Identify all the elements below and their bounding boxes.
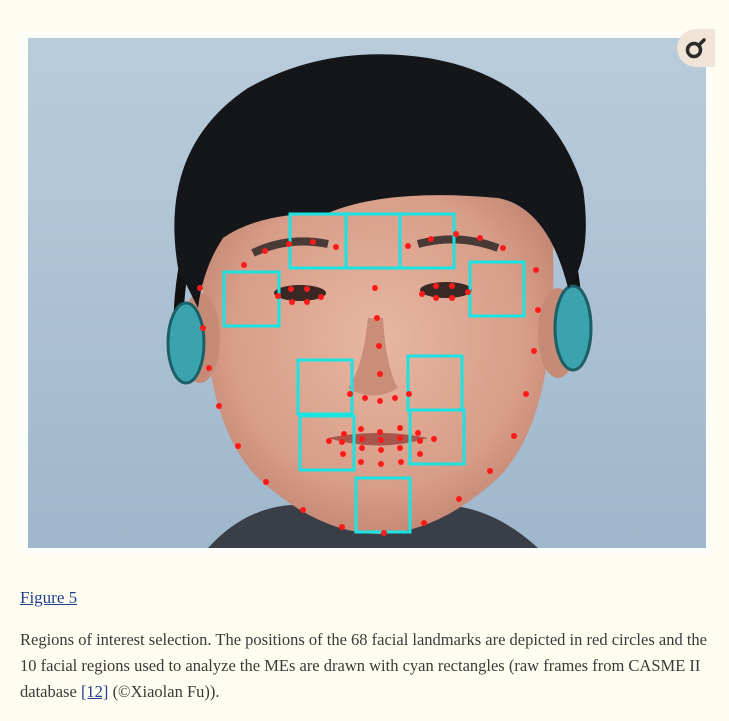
landmark [415,430,421,436]
landmark [362,395,368,401]
landmark [453,231,459,237]
landmark [376,343,382,349]
landmark [397,425,403,431]
landmark [381,530,387,536]
caption-text-after: (©Xiaolan Fu)). [108,682,220,701]
landmark [378,437,384,443]
figure-label-link[interactable]: Figure 5 [20,588,78,607]
left-eye [274,285,326,301]
landmark [289,299,295,305]
landmark [397,435,403,441]
landmark [535,307,541,313]
landmark [487,468,493,474]
region-rect [398,212,456,270]
landmark [206,365,212,371]
region-rect [298,414,356,472]
hair [174,54,586,308]
right-headphone [553,284,593,372]
landmark [300,507,306,513]
landmark [372,285,378,291]
landmark [511,433,517,439]
landmark [456,496,462,502]
landmark [310,239,316,245]
landmark [358,426,364,432]
landmark [421,520,427,526]
landmark-points [197,231,541,536]
landmark [339,524,345,530]
figure-caption: Regions of interest selection. The posit… [20,627,710,705]
landmark [419,291,425,297]
landmark [417,438,423,444]
landmark [531,348,537,354]
landmark [318,294,324,300]
landmark [333,244,339,250]
landmark [339,439,345,445]
figure-image[interactable] [28,38,706,548]
zoom-button[interactable] [677,29,715,67]
landmark [523,391,529,397]
landmark [377,429,383,435]
region-rect [222,270,281,328]
landmark [286,241,292,247]
landmark [533,267,539,273]
right-eyebrow [416,235,500,252]
landmark [465,289,471,295]
landmark [500,245,506,251]
landmark [288,286,294,292]
landmark [377,371,383,377]
left-headphone [166,301,206,385]
landmark [428,236,434,242]
landmark [374,315,380,321]
landmark [235,443,241,449]
landmark [347,391,353,397]
right-eye [420,282,472,298]
landmark [392,395,398,401]
landmark [200,325,206,331]
landmark [326,438,332,444]
landmark [359,445,365,451]
landmark [433,283,439,289]
landmark [433,295,439,301]
landmark [378,447,384,453]
landmark [431,436,437,442]
landmark [405,243,411,249]
landmark [241,262,247,268]
region-rect [408,408,466,466]
landmark [358,459,364,465]
landmark [340,451,346,457]
landmark [275,293,281,299]
landmark [359,436,365,442]
landmark [262,248,268,254]
nose [348,318,398,396]
landmark [263,479,269,485]
landmark [304,286,310,292]
landmark [417,451,423,457]
landmark [197,285,203,291]
landmark [477,235,483,241]
region-rect [296,358,354,416]
figure-container [19,32,713,554]
landmark [304,299,310,305]
region-rect [468,260,526,318]
landmark [449,295,455,301]
landmark [449,283,455,289]
landmark [341,431,347,437]
caption-text-before: Regions of interest selection. The posit… [20,630,707,701]
region-rectangles [222,212,526,534]
landmark [406,391,412,397]
landmark [216,403,222,409]
landmark [398,459,404,465]
zoom-magnifier-icon [685,38,706,59]
landmark [377,398,383,404]
landmark [397,445,403,451]
reference-link[interactable]: [12] [80,682,109,701]
landmark [378,461,384,467]
